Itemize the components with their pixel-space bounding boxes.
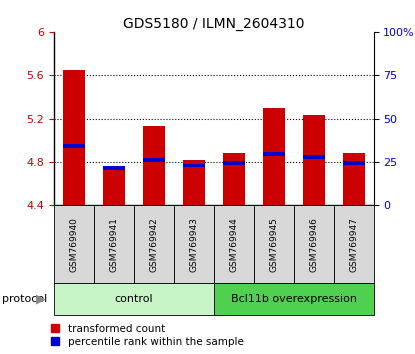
Bar	[183, 164, 205, 167]
Bar	[63, 144, 85, 148]
Bar	[94, 205, 134, 283]
Text: Bcl11b overexpression: Bcl11b overexpression	[231, 294, 356, 304]
Text: GSM769940: GSM769940	[69, 217, 78, 272]
Bar	[54, 205, 94, 283]
Bar	[143, 126, 165, 205]
Bar	[63, 70, 85, 205]
Bar	[334, 205, 374, 283]
Text: GSM769941: GSM769941	[110, 217, 118, 272]
Bar	[294, 205, 334, 283]
Bar	[263, 108, 285, 205]
Bar	[174, 205, 214, 283]
Text: GSM769945: GSM769945	[269, 217, 278, 272]
Text: GSM769942: GSM769942	[149, 217, 158, 272]
Bar	[223, 161, 245, 165]
Bar	[342, 153, 364, 205]
Bar	[263, 152, 285, 156]
Text: GSM769943: GSM769943	[189, 217, 198, 272]
Bar	[214, 283, 374, 315]
Text: protocol: protocol	[2, 294, 47, 304]
Bar	[134, 205, 174, 283]
Bar	[54, 283, 214, 315]
Bar	[103, 166, 125, 170]
Bar	[342, 161, 364, 165]
Bar	[214, 205, 254, 283]
Bar	[223, 153, 245, 205]
Bar	[303, 115, 325, 205]
Bar	[254, 205, 294, 283]
Text: control: control	[115, 294, 153, 304]
Text: GSM769947: GSM769947	[349, 217, 358, 272]
Title: GDS5180 / ILMN_2604310: GDS5180 / ILMN_2604310	[123, 17, 305, 31]
Text: GSM769944: GSM769944	[229, 217, 238, 272]
Bar	[183, 160, 205, 205]
Bar	[103, 170, 125, 205]
Bar	[143, 158, 165, 162]
Text: GSM769946: GSM769946	[309, 217, 318, 272]
Legend: transformed count, percentile rank within the sample: transformed count, percentile rank withi…	[51, 324, 244, 347]
Bar	[303, 155, 325, 159]
Text: ▶: ▶	[36, 293, 46, 306]
